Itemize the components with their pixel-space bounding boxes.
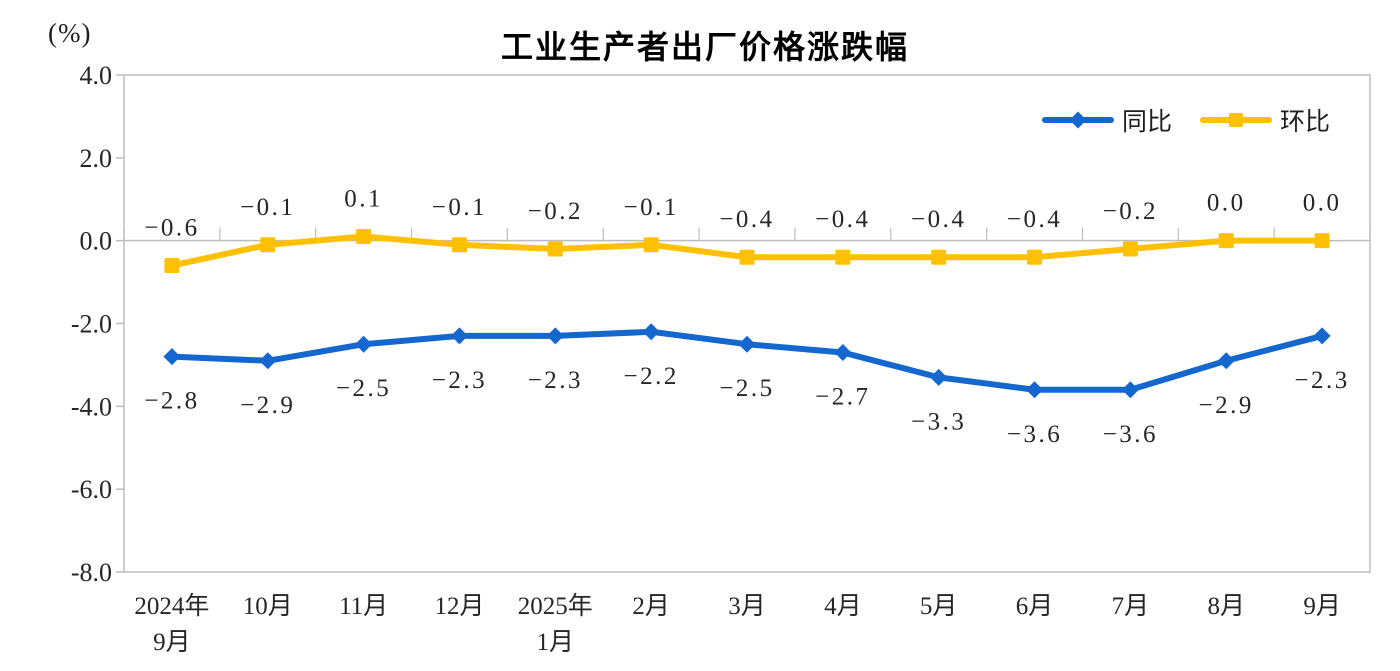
y-axis-tick-label: -2.0 [71,310,112,339]
data-point-marker [643,237,659,253]
plot-border [123,74,1371,573]
data-point-label: −2.7 [815,383,870,410]
mom-line-square-marker-icon [1200,107,1273,133]
data-point-marker [1314,233,1330,249]
x-axis-tick-label: 8月 [1207,593,1245,620]
y-axis-tick-label: -8.0 [71,558,112,587]
data-point-marker [355,335,373,353]
data-point-marker [259,352,277,370]
x-axis-tick-label: 9月 [153,629,191,656]
x-axis-tick-label: 9月 [1303,593,1341,620]
data-point-label: −0.1 [623,194,678,221]
data-point-marker [642,323,660,341]
data-point-marker [930,368,948,386]
data-point-label: −2.5 [719,375,774,402]
y-axis-tick-label: 0.0 [80,227,113,256]
data-point-marker [451,237,467,253]
data-point-label: −0.4 [1007,206,1062,233]
data-point-marker [835,249,851,265]
data-point-label: −0.4 [719,206,774,233]
legend-item-yoy: 同比 [1042,102,1172,138]
data-point-marker [931,249,947,265]
data-point-label: −0.2 [528,198,583,225]
data-point-marker [834,343,852,361]
data-point-marker [164,258,180,274]
data-point-marker [1217,352,1235,370]
data-point-label: −0.1 [432,194,487,221]
data-point-marker [260,237,276,253]
x-axis-tick-label: 11月 [339,593,388,620]
data-point-marker [450,327,468,345]
data-point-label: −2.3 [1294,367,1349,394]
data-point-marker [1313,327,1331,345]
data-point-marker [546,327,564,345]
data-point-label: −0.2 [1103,198,1158,225]
x-axis-tick-label: 7月 [1112,593,1150,620]
data-point-label: −2.2 [623,363,678,390]
chart-legend: 同比 环比 [1042,102,1330,138]
data-point-marker [547,241,563,257]
data-point-marker [163,348,181,366]
y-axis-unit-label: (%) [48,18,92,48]
legend-item-mom: 环比 [1200,102,1330,138]
data-point-marker [738,335,756,353]
data-point-marker [356,229,372,245]
data-point-label: −2.5 [336,375,391,402]
data-point-label: −0.6 [144,215,199,242]
x-axis-tick-label: 2025年 [518,592,593,620]
x-axis-tick-label: 4月 [824,593,862,620]
data-point-label: −2.8 [144,388,199,415]
data-point-marker [1027,249,1043,265]
data-point-label: −3.6 [1007,421,1062,448]
data-point-marker [1121,381,1139,399]
y-axis-tick-label: -4.0 [71,392,112,421]
x-axis-tick-label: 2月 [632,593,670,620]
data-point-label: 0.1 [344,186,383,213]
y-axis-tick-label: -6.0 [71,475,112,504]
x-axis-tick-label: 3月 [728,593,766,620]
x-axis-tick-label: 2024年 [134,592,209,620]
legend-label-yoy: 同比 [1122,107,1173,136]
data-point-label: −0.4 [815,206,870,233]
data-point-label: −2.3 [432,367,487,394]
y-axis-tick-label: 2.0 [80,144,113,173]
data-point-marker [1026,381,1044,399]
data-point-label: −3.6 [1103,421,1158,448]
data-point-label: −2.3 [528,367,583,394]
yoy-line-diamond-marker-icon [1042,107,1114,133]
data-point-label: 0.0 [1303,190,1342,217]
data-point-label: −0.4 [911,206,966,233]
x-axis-tick-label: 10月 [243,593,293,620]
y-axis-tick-label: 4.0 [80,61,113,90]
x-axis-tick-label: 12月 [434,593,484,620]
x-axis-tick-label: 1月 [537,629,575,656]
data-point-label: −2.9 [240,392,295,419]
x-axis-tick-label: 5月 [920,593,958,620]
data-point-marker [1218,233,1234,249]
chart-title: 工业生产者出厂价格涨跌幅 [500,28,909,66]
legend-label-mom: 环比 [1280,107,1331,136]
data-point-label: −2.9 [1199,392,1254,419]
data-point-label: 0.0 [1207,190,1246,217]
data-point-marker [739,249,755,265]
x-axis-tick-label: 6月 [1016,593,1054,620]
data-point-marker [1122,241,1138,257]
data-point-label: −0.1 [240,194,295,221]
data-point-label: −3.3 [911,408,966,435]
